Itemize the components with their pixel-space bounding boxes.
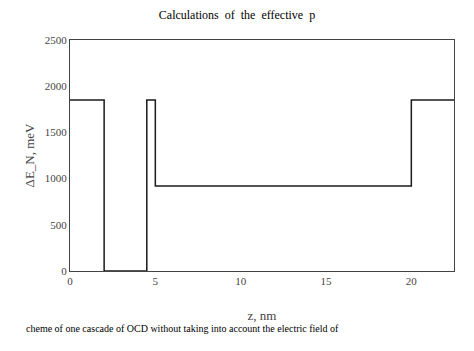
svg-text:500: 500 [50, 219, 67, 231]
svg-text:2500: 2500 [45, 34, 68, 46]
svg-text:cheme of one cascade of OCD wi: cheme of one cascade of OCD without taki… [26, 323, 339, 334]
svg-text:10: 10 [235, 275, 247, 287]
svg-text:20: 20 [406, 275, 418, 287]
svg-text:0: 0 [67, 275, 73, 287]
svg-text:0: 0 [61, 265, 67, 277]
svg-text:ΔE_N, meV: ΔE_N, meV [22, 123, 37, 188]
svg-text:15: 15 [321, 275, 333, 287]
svg-text:5: 5 [153, 275, 159, 287]
svg-text:z, nm: z, nm [248, 308, 277, 323]
svg-text:1000: 1000 [45, 172, 68, 184]
svg-text:2000: 2000 [45, 80, 68, 92]
svg-text:Calculations of the effecti: Calculations of the effective p [159, 8, 315, 22]
svg-text:1500: 1500 [45, 126, 68, 138]
